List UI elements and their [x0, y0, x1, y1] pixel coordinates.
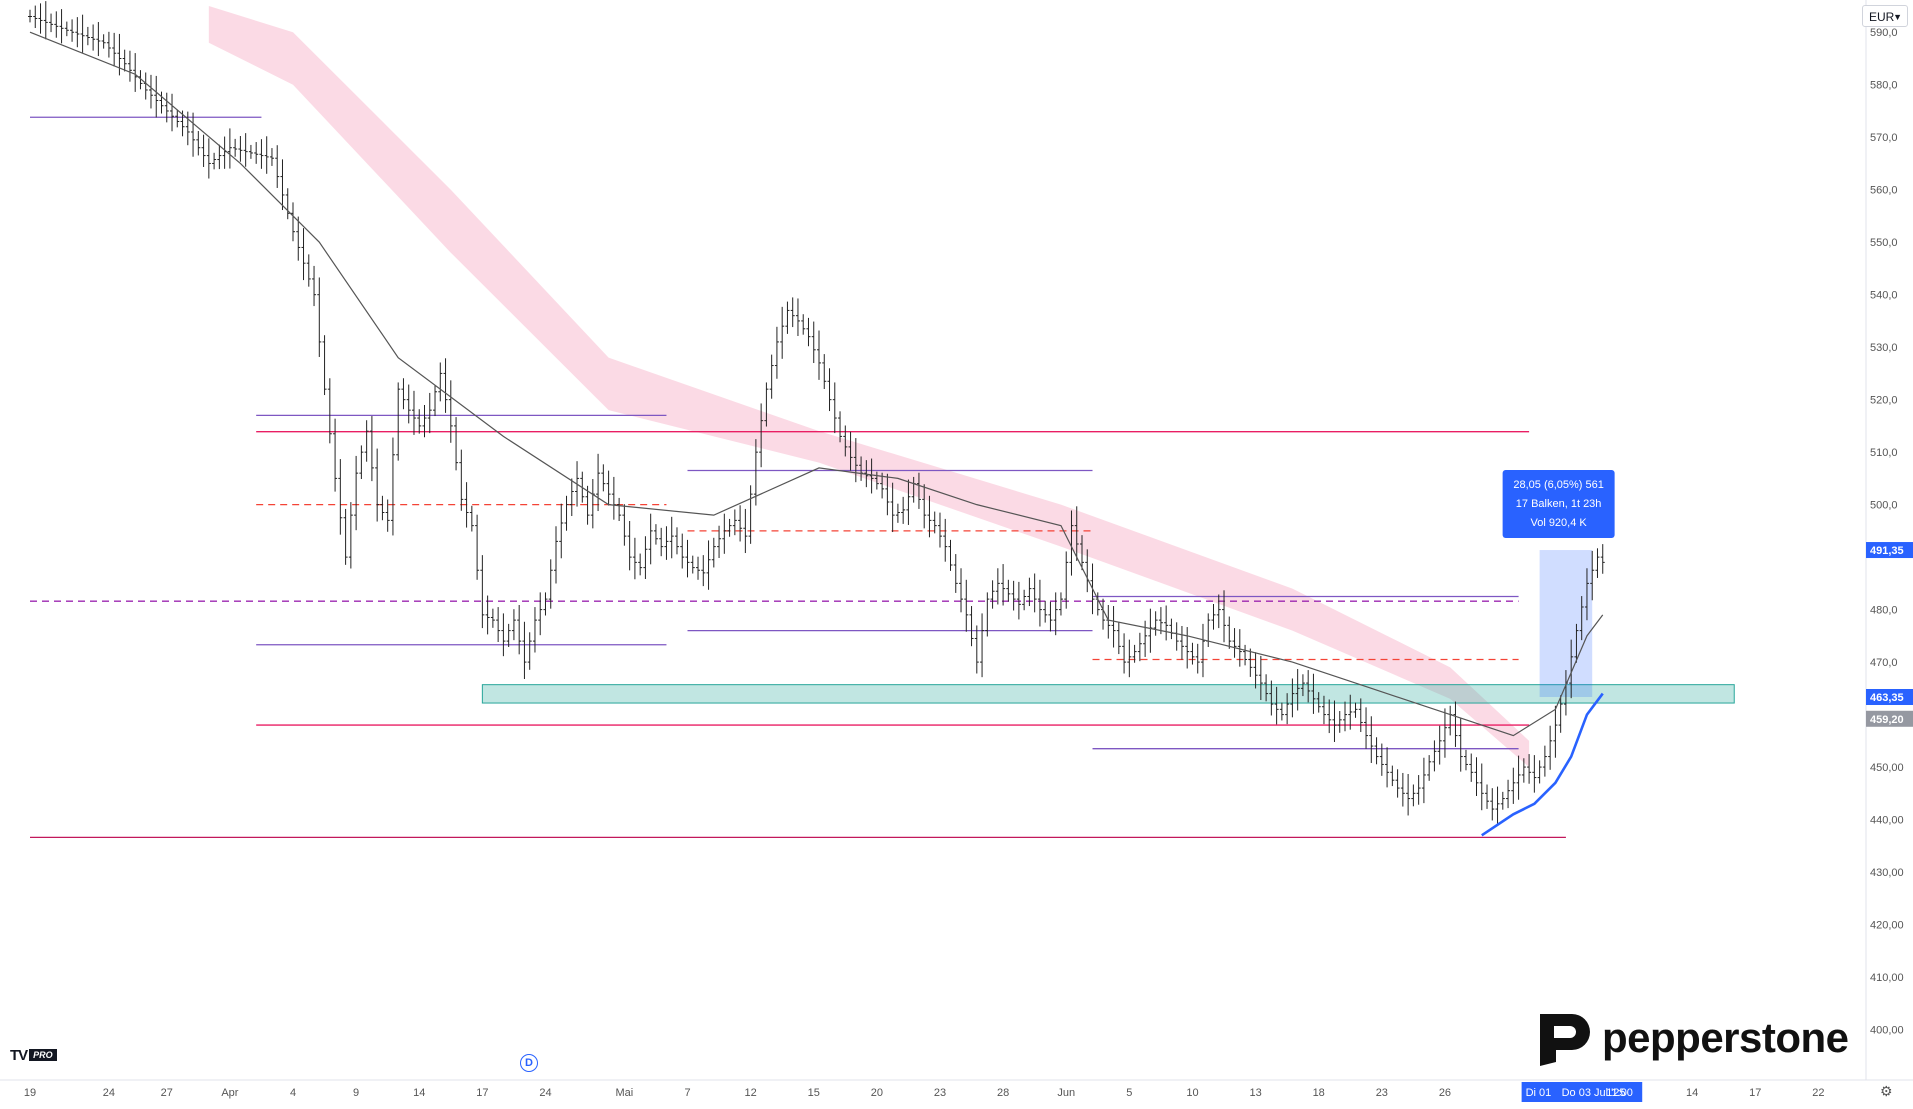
time-tick-label: 10 [1186, 1087, 1198, 1099]
time-range-time-tag: 11:00 [1606, 1087, 1633, 1099]
time-tick-label: 19 [24, 1087, 36, 1099]
currency-selector[interactable]: EUR ▼ [1862, 5, 1908, 27]
price-tick-label: 520,0 [1870, 395, 1898, 407]
tradingview-logo: TV PRO [10, 1047, 57, 1064]
time-tick-label: 14 [413, 1087, 425, 1099]
settings-gear-icon[interactable]: ⚙ [1880, 1083, 1893, 1099]
time-tick-label: 4 [290, 1087, 296, 1099]
support-zone[interactable] [481, 684, 1735, 704]
candles [28, 1, 1605, 825]
price-tick-label: 540,0 [1870, 290, 1898, 302]
time-tick-label: 17 [476, 1087, 488, 1099]
price-tick-label: 550,0 [1870, 237, 1898, 249]
time-tick-label: 13 [1249, 1087, 1261, 1099]
price-tag-low-bg [1866, 689, 1913, 706]
time-tick-label: Mai [616, 1087, 634, 1099]
measure-info-line: 28,05 (6,05%) 561 [1513, 479, 1604, 491]
time-tick-label: 14 [1686, 1087, 1698, 1099]
time-range-tag-bg [1521, 1082, 1643, 1102]
time-tick-label: 22 [1812, 1087, 1824, 1099]
time-range-start-tag: Di 01 [1526, 1087, 1552, 1099]
time-tick-label: 27 [161, 1087, 173, 1099]
time-tick-label: 28 [997, 1087, 1009, 1099]
time-tick-label: 23 [934, 1087, 946, 1099]
platform-tier-badge: PRO [29, 1049, 57, 1061]
time-tick-label: 23 [1376, 1087, 1388, 1099]
broker-logo: pepperstone [1532, 1006, 1849, 1070]
time-tick-label: 9 [353, 1087, 359, 1099]
time-tick-label: 20 [871, 1087, 883, 1099]
price-tag-last: 459,20 [1870, 714, 1904, 726]
price-tick-label: 450,00 [1870, 762, 1904, 774]
chevron-down-icon: ▼ [1893, 12, 1902, 22]
time-axis[interactable]: 19 24 27 Apr 4 9 14 17 24 Mai 7 12 15 20 23 28 Jun 5 10 13 1… [0, 1079, 1913, 1102]
platform-logo-text: TV [10, 1047, 28, 1064]
price-tick-label: 560,0 [1870, 185, 1898, 197]
price-tag-last-bg [1866, 710, 1913, 727]
moving-average-line [29, 31, 1604, 737]
short-average-line [1481, 692, 1604, 837]
broker-wordmark: pepperstone [1602, 1014, 1849, 1061]
pepperstone-logo-icon [1540, 1014, 1590, 1066]
currency-label: EUR [1869, 10, 1895, 24]
dividend-event-marker[interactable]: D [520, 1054, 538, 1072]
time-tick-label: 15 [808, 1087, 820, 1099]
price-tick-label: 590,0 [1870, 27, 1898, 39]
trend-band [208, 6, 1530, 768]
price-tag-high-bg [1866, 542, 1913, 559]
time-tick-label: 26 [1439, 1087, 1451, 1099]
time-tick-label: 5 [1126, 1087, 1132, 1099]
price-tick-label: 570,0 [1870, 132, 1898, 144]
time-tick-label: Apr [221, 1087, 238, 1099]
price-axis[interactable]: 590,0 580,0 570,0 560,0 550,0 540,0 530,0 520,0… [1865, 0, 1904, 1080]
price-tick-label: 420,00 [1870, 920, 1904, 932]
measure-info-line: 17 Balken, 1t 23h [1516, 498, 1602, 510]
measure-info-box[interactable] [1502, 470, 1615, 539]
time-tick-label: 12 [744, 1087, 756, 1099]
time-tick-label: 24 [103, 1087, 115, 1099]
time-tick-label: 17 [1749, 1087, 1761, 1099]
measure-info-line: Vol 920,4 K [1530, 517, 1587, 529]
price-tick-label: 480,0 [1870, 605, 1898, 617]
price-tick-label: 580,0 [1870, 80, 1898, 92]
price-tag-low: 463,35 [1870, 692, 1904, 704]
price-tick-label: 470,0 [1870, 657, 1898, 669]
time-tick-label: 7 [684, 1087, 690, 1099]
price-tick-label: 400,00 [1870, 1025, 1904, 1037]
price-tag-high: 491,35 [1870, 545, 1904, 557]
time-tick-label: 18 [1313, 1087, 1325, 1099]
price-tick-label: 530,0 [1870, 342, 1898, 354]
price-tick-label: 410,00 [1870, 972, 1904, 984]
price-tick-label: 430,00 [1870, 867, 1904, 879]
price-tick-label: 440,00 [1870, 815, 1904, 827]
price-tick-label: 510,0 [1870, 447, 1898, 459]
time-range-end-tag: Do 03 Jul '25 [1562, 1087, 1626, 1099]
time-tick-label: 24 [539, 1087, 551, 1099]
time-tick-label: Jun [1057, 1087, 1075, 1099]
price-tick-label: 500,0 [1870, 500, 1898, 512]
